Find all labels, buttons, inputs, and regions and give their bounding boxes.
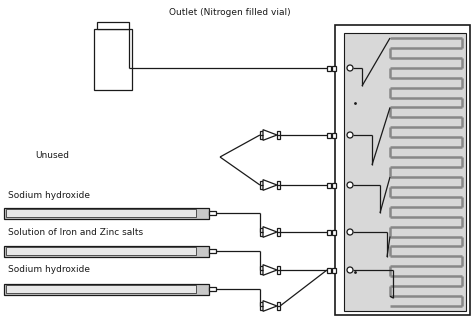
Polygon shape — [263, 265, 277, 275]
Circle shape — [347, 65, 353, 71]
Bar — [327, 182, 331, 188]
Bar — [260, 302, 263, 310]
Bar — [260, 131, 263, 139]
Circle shape — [347, 267, 353, 273]
Bar — [332, 229, 336, 235]
Polygon shape — [263, 130, 277, 140]
Polygon shape — [263, 180, 277, 190]
Bar — [277, 302, 280, 310]
Polygon shape — [263, 227, 277, 237]
Bar — [277, 181, 280, 189]
Bar — [6, 247, 195, 255]
Bar — [327, 268, 331, 273]
Bar — [327, 66, 331, 70]
Text: Sodium hydroxide: Sodium hydroxide — [8, 191, 90, 200]
Circle shape — [347, 132, 353, 138]
Bar — [327, 132, 331, 138]
Bar — [277, 228, 280, 236]
Bar — [332, 66, 336, 70]
Bar — [260, 266, 263, 274]
Bar — [335, 25, 470, 315]
Bar — [209, 287, 216, 291]
Bar — [4, 207, 209, 219]
Bar — [260, 181, 263, 189]
Text: Outlet (Nitrogen filled vial): Outlet (Nitrogen filled vial) — [169, 8, 291, 17]
Bar — [6, 209, 195, 217]
Bar — [6, 285, 195, 293]
Bar — [4, 245, 209, 257]
Bar — [260, 228, 263, 236]
Bar — [97, 22, 129, 29]
Bar — [277, 266, 280, 274]
Bar — [94, 29, 132, 90]
Bar — [209, 211, 216, 215]
Bar — [344, 33, 466, 311]
Circle shape — [347, 182, 353, 188]
Text: Unused: Unused — [35, 150, 69, 159]
Text: Sodium hydroxide: Sodium hydroxide — [8, 265, 90, 274]
Bar — [332, 132, 336, 138]
Bar — [327, 229, 331, 235]
Circle shape — [347, 229, 353, 235]
Bar — [277, 131, 280, 139]
Bar — [209, 249, 216, 253]
Text: Solution of Iron and Zinc salts: Solution of Iron and Zinc salts — [8, 228, 143, 237]
Bar — [4, 284, 209, 294]
Bar — [332, 268, 336, 273]
Polygon shape — [263, 301, 277, 311]
Bar — [332, 182, 336, 188]
